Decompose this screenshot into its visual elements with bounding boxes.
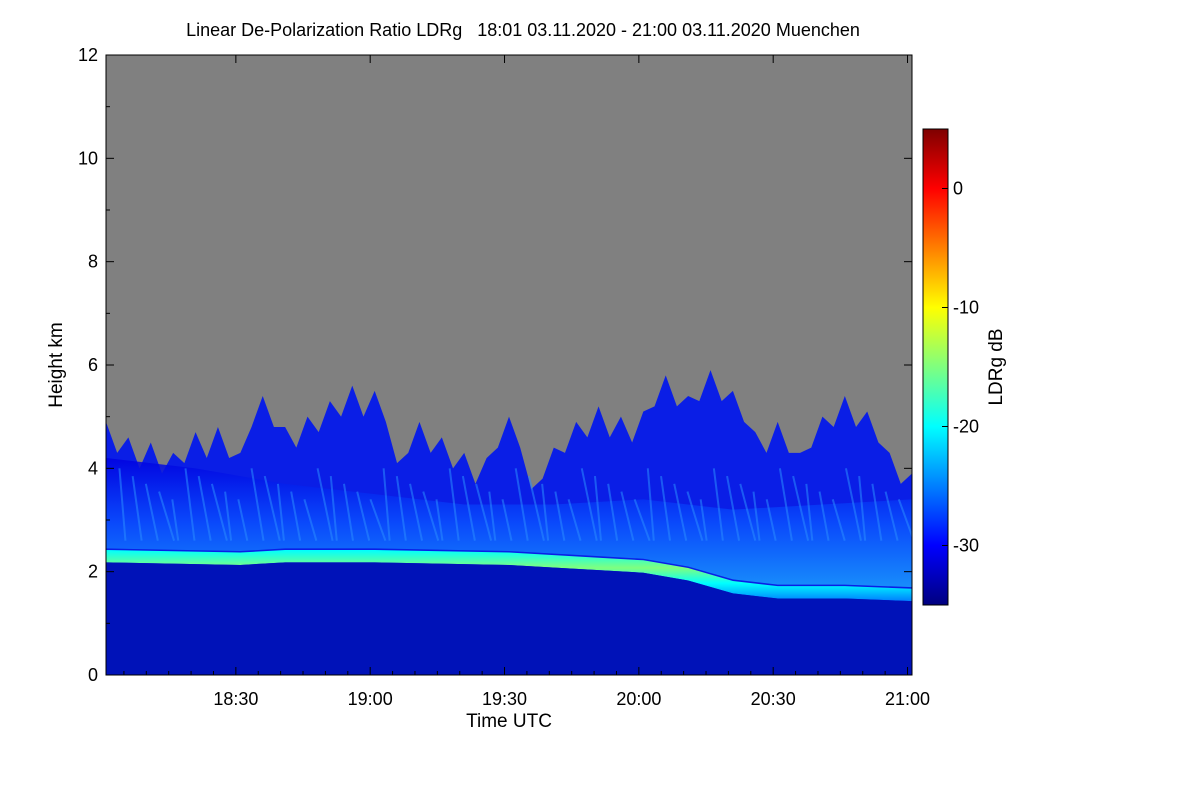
fall-streak bbox=[686, 491, 704, 541]
fall-streak bbox=[409, 483, 424, 541]
fall-streaks bbox=[118, 468, 912, 542]
colorbar-ticks: 0 -10 -20 -30 bbox=[942, 179, 979, 556]
colorbar-tick-label: -30 bbox=[953, 536, 979, 556]
x-tick-label: 20:30 bbox=[751, 689, 796, 709]
boundary-layer-band bbox=[106, 549, 912, 602]
fall-streak bbox=[607, 483, 619, 541]
fall-streak bbox=[329, 475, 338, 541]
fall-streak bbox=[699, 499, 708, 541]
fall-streak bbox=[593, 475, 602, 541]
fall-streak bbox=[224, 491, 233, 541]
fall-streak bbox=[858, 475, 867, 541]
fall-streak bbox=[501, 499, 513, 541]
colorbar-tick-label: -10 bbox=[953, 298, 979, 318]
chart-title: Linear De-Polarization Ratio LDRg 18:01 … bbox=[186, 20, 860, 40]
colorbar: 0 -10 -20 -30 LDRg dB bbox=[922, 128, 1007, 606]
fall-streak bbox=[712, 468, 724, 541]
fall-streak bbox=[884, 491, 899, 541]
fall-streak bbox=[422, 491, 440, 541]
x-tick-label: 21:00 bbox=[885, 689, 930, 709]
x-tick-label: 18:30 bbox=[213, 689, 258, 709]
y-tick-label: 4 bbox=[88, 458, 98, 478]
fall-streak bbox=[554, 491, 566, 541]
fall-streak bbox=[395, 475, 407, 541]
lower-layer-region bbox=[106, 562, 912, 675]
fall-streak bbox=[660, 475, 672, 541]
fall-streak bbox=[844, 468, 862, 541]
fall-streak bbox=[831, 499, 846, 541]
fall-streak bbox=[118, 468, 127, 541]
fall-streak bbox=[276, 483, 285, 541]
fall-streak bbox=[673, 483, 688, 541]
fall-streak bbox=[739, 483, 757, 541]
x-tick-label: 19:30 bbox=[482, 689, 527, 709]
fall-streak bbox=[871, 483, 883, 541]
fall-streak bbox=[818, 491, 830, 541]
colorbar-label: LDRg dB bbox=[986, 328, 1007, 405]
colorbar-gradient bbox=[922, 128, 949, 606]
fall-streak bbox=[237, 499, 249, 541]
y-tick-label: 12 bbox=[78, 45, 98, 65]
fall-streak bbox=[752, 491, 761, 541]
colorbar-tick-label: 0 bbox=[953, 179, 963, 199]
fall-streak bbox=[343, 483, 354, 541]
heatmap-layer bbox=[106, 55, 912, 675]
fall-streak bbox=[765, 499, 777, 541]
fall-streak bbox=[620, 491, 635, 541]
x-tick-label: 19:00 bbox=[348, 689, 393, 709]
fall-streak bbox=[303, 499, 318, 541]
y-axis: 0 2 4 6 8 10 12 bbox=[78, 45, 912, 685]
fall-streak bbox=[475, 483, 493, 541]
y-tick-label: 6 bbox=[88, 355, 98, 375]
fall-streak bbox=[805, 483, 814, 541]
fall-streak bbox=[171, 499, 180, 541]
fall-streak bbox=[382, 468, 391, 541]
x-axis-title: Time UTC bbox=[466, 711, 552, 732]
fall-streak bbox=[541, 483, 550, 541]
fall-streak bbox=[197, 475, 212, 541]
fall-streak bbox=[514, 468, 529, 541]
fall-streak bbox=[316, 468, 334, 541]
fall-streak bbox=[290, 491, 302, 541]
fall-streak bbox=[158, 491, 176, 541]
fall-streak bbox=[250, 468, 265, 541]
y-axis-title: Height km bbox=[46, 322, 67, 408]
fall-streak bbox=[461, 475, 476, 541]
y-tick-label: 8 bbox=[88, 252, 98, 272]
fall-streak bbox=[726, 475, 741, 541]
fall-streak bbox=[356, 491, 371, 541]
fall-streak bbox=[897, 498, 912, 539]
fall-streak bbox=[369, 498, 387, 542]
fall-streak bbox=[184, 468, 196, 541]
mixing-layer-region bbox=[106, 458, 912, 588]
fall-streak bbox=[792, 475, 810, 541]
fall-streak bbox=[567, 499, 582, 541]
fall-streak bbox=[646, 468, 655, 541]
colorbar-tick-label: -20 bbox=[953, 417, 979, 437]
x-tick-label: 20:00 bbox=[616, 689, 661, 709]
y-tick-label: 2 bbox=[88, 562, 98, 582]
x-axis: 18:30 19:00 19:30 20:00 20:30 21:00 bbox=[123, 55, 930, 709]
y-tick-label: 0 bbox=[88, 665, 98, 685]
fall-streak bbox=[778, 468, 793, 541]
fall-streak bbox=[263, 475, 281, 541]
fall-streak bbox=[210, 483, 228, 541]
fall-streak bbox=[633, 498, 651, 542]
fall-streak bbox=[144, 483, 159, 541]
fall-streak bbox=[435, 499, 444, 541]
fall-streak bbox=[131, 475, 143, 541]
y-tick-label: 10 bbox=[78, 148, 98, 168]
fall-streak bbox=[580, 468, 598, 541]
fall-streak bbox=[527, 475, 545, 541]
fall-streak bbox=[488, 491, 497, 541]
fall-streak bbox=[448, 468, 460, 541]
